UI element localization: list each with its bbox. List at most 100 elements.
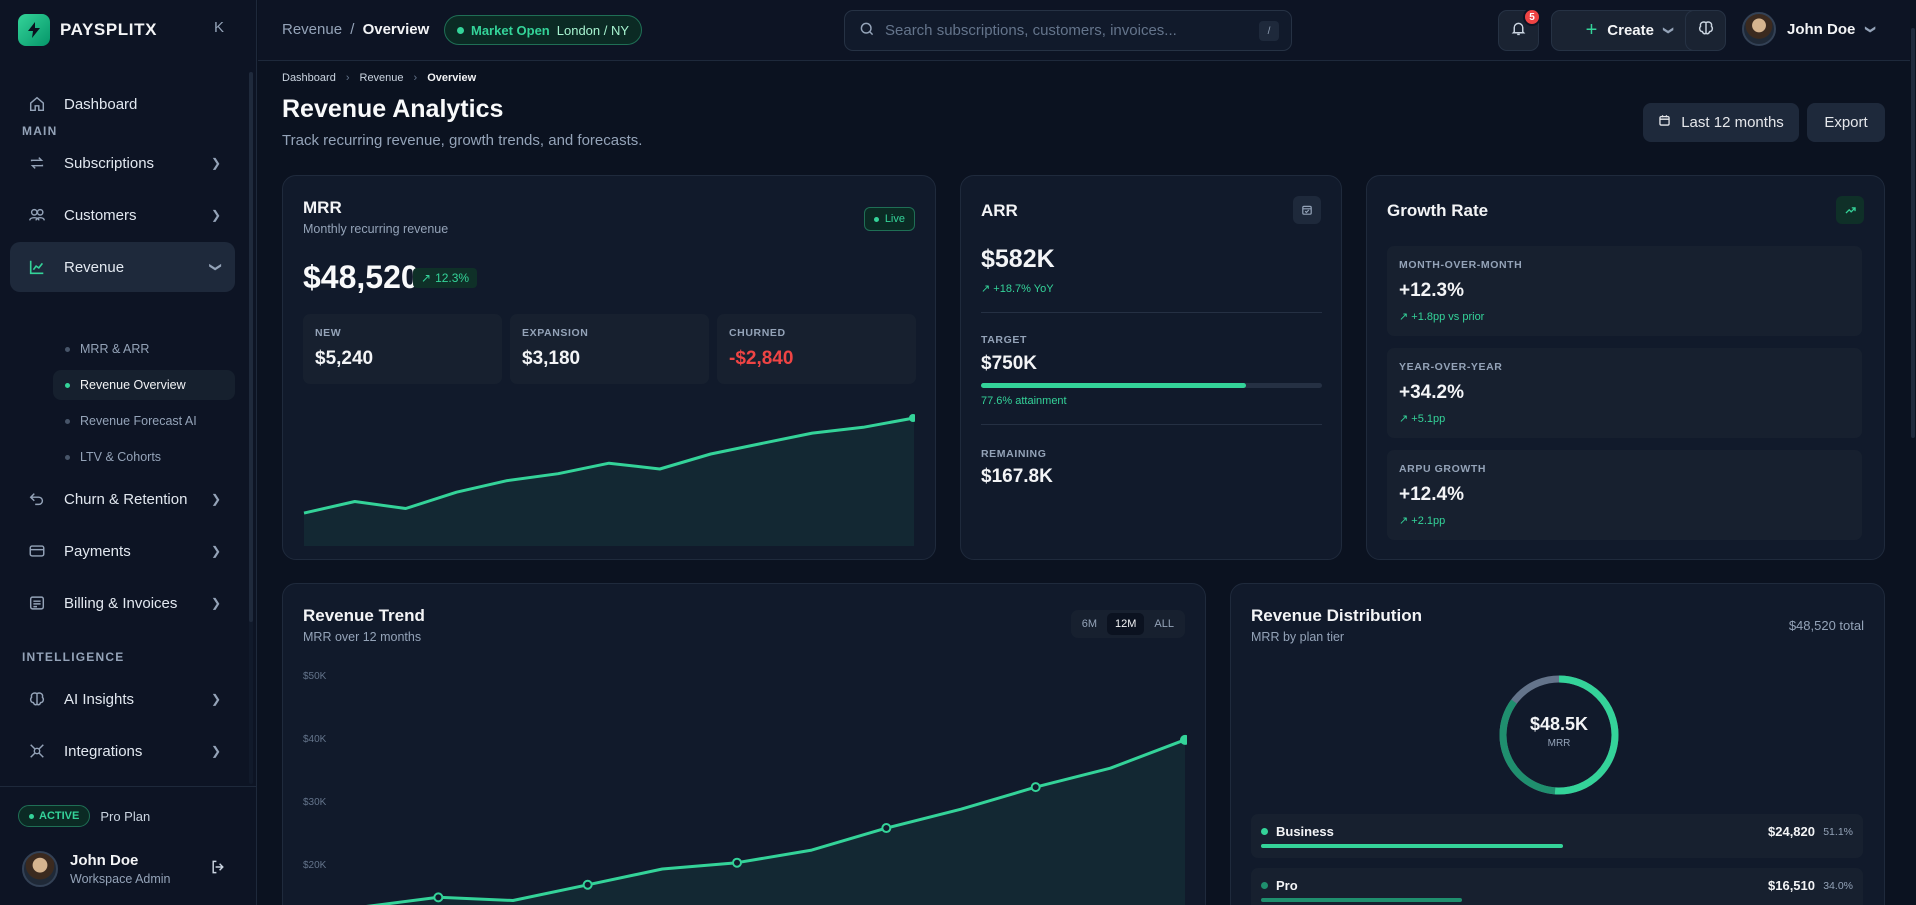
donut-segment — [1499, 675, 1619, 795]
sidebar-item-churn[interactable]: Churn & Retention ❯ — [10, 474, 235, 524]
export-button[interactable]: Export — [1807, 103, 1885, 142]
chevron-right-icon: ❯ — [210, 596, 221, 610]
stat-new: NEW $5,240 — [303, 314, 502, 384]
trend-area — [377, 739, 1185, 905]
search-placeholder: Search subscriptions, customers, invoice… — [885, 22, 1177, 39]
growth-title: Growth Rate — [1387, 201, 1489, 220]
search-icon — [859, 21, 875, 41]
sidebar-item-customers[interactable]: Customers ❯ — [10, 190, 235, 240]
trend-up-icon: ↗ — [981, 283, 994, 295]
remaining-label: REMAINING — [981, 448, 1047, 460]
status-badge-label: ACTIVE — [39, 810, 80, 822]
search-input[interactable]: Search subscriptions, customers, invoice… — [844, 10, 1292, 51]
date-range-button[interactable]: Last 12 months — [1643, 103, 1799, 142]
brain-icon — [1697, 19, 1715, 42]
sidebar-item-subscriptions[interactable]: Subscriptions ❯ — [10, 138, 235, 188]
growth-value: +12.4% — [1399, 484, 1464, 505]
range-6m[interactable]: 6M — [1081, 618, 1098, 630]
sub-label: LTV & Cohorts — [80, 450, 162, 464]
growth-delta: ↗ +1.8pp vs prior — [1399, 311, 1485, 323]
calendar-check-icon[interactable] — [1293, 196, 1321, 224]
sidebar-item-label: Dashboard — [64, 95, 138, 113]
breadcrumb-parent[interactable]: Revenue — [282, 21, 343, 38]
chevron-right-icon: ❯ — [210, 208, 221, 222]
growth-delta-text: +2.1pp — [1411, 515, 1446, 527]
sidebar: PAYSPLITX K Dashboard MAIN Subscriptions… — [0, 0, 257, 905]
sidebar-sub-ltv-cohorts[interactable]: LTV & Cohorts — [53, 442, 235, 472]
page-breadcrumb: Dashboard › Revenue › Overview — [282, 72, 476, 84]
home-icon — [28, 95, 46, 113]
plan-name: Pro Plan — [100, 808, 151, 824]
create-button[interactable]: + Create ❯ — [1551, 10, 1707, 51]
trend-up-icon[interactable] — [1836, 196, 1864, 224]
sidebar-nav: Dashboard MAIN Subscriptions ❯ Customers… — [0, 62, 250, 782]
plan-status: ACTIVE Pro Plan — [18, 805, 150, 827]
breadcrumb-separator: / — [350, 21, 355, 38]
user-menu[interactable]: John Doe ❯ — [1742, 12, 1876, 46]
sidebar-item-label: Customers — [64, 206, 137, 224]
sidebar-item-billing[interactable]: Billing & Invoices ❯ — [10, 578, 235, 628]
mrr-title: MRR — [303, 198, 342, 217]
crumb-revenue[interactable]: Revenue — [359, 72, 404, 84]
trend-point — [732, 857, 742, 868]
tier-business[interactable]: Business $24,820 51.1% — [1251, 814, 1863, 858]
growth-yoy: YEAR-OVER-YEAR +34.2% ↗ +5.1pp — [1387, 348, 1862, 438]
plug-icon — [28, 742, 46, 760]
sidebar-item-label: AI Insights — [64, 690, 135, 708]
tier-amount: $24,820 — [1768, 824, 1815, 839]
notifications-button[interactable]: 5 — [1498, 8, 1541, 51]
arr-card: ARR $582K ↗ +18.7% YoY TARGET $750K 77.6… — [960, 175, 1342, 560]
page-scroll-thumb[interactable] — [1911, 28, 1915, 438]
brand-name: PAYSPLITX — [60, 20, 158, 39]
growth-label: MONTH-OVER-MONTH — [1399, 259, 1523, 271]
market-status-badge: Market Open London / NY — [444, 15, 643, 45]
section-main: MAIN — [22, 124, 58, 138]
range-all[interactable]: ALL — [1154, 618, 1174, 630]
sidebar-item-integrations[interactable]: Integrations ❯ — [10, 726, 235, 776]
sidebar-item-ai-insights[interactable]: AI Insights ❯ — [10, 674, 235, 724]
logout-icon[interactable] — [210, 859, 226, 880]
sidebar-item-payments[interactable]: Payments ❯ — [10, 526, 235, 576]
topbar: Revenue / Overview Market Open London / … — [258, 0, 1916, 61]
stat-value: $3,180 — [522, 348, 581, 369]
tier-dot-icon — [1261, 882, 1268, 889]
crumb-dashboard[interactable]: Dashboard — [282, 72, 336, 84]
sidebar-scroll-thumb[interactable] — [249, 72, 253, 622]
chevron-right-icon: › — [413, 72, 418, 84]
ai-assistant-button[interactable] — [1685, 10, 1726, 51]
sidebar-item-dashboard[interactable]: Dashboard — [10, 79, 235, 129]
tier-name: Business — [1261, 824, 1334, 839]
brand[interactable]: PAYSPLITX — [18, 14, 157, 46]
stat-label: EXPANSION — [522, 327, 589, 339]
chevron-right-icon: ❯ — [210, 744, 221, 758]
sidebar-user[interactable]: John Doe Workspace Admin — [22, 851, 171, 887]
user-role: Workspace Admin — [70, 872, 171, 886]
chevron-down-icon: ❯ — [208, 261, 223, 273]
page-title: Revenue Analytics — [282, 95, 504, 123]
sidebar-sub-mrr-arr[interactable]: MRR & ARR — [53, 334, 235, 364]
distribution-subtitle: MRR by plan tier — [1251, 630, 1345, 644]
sidebar-sub-revenue-overview[interactable]: Revenue Overview — [53, 370, 235, 400]
bell-icon — [1510, 20, 1527, 42]
stat-value: -$2,840 — [729, 348, 794, 369]
tier-dot-icon — [1261, 828, 1268, 835]
sidebar-item-revenue[interactable]: Revenue ❯ — [10, 242, 235, 292]
mrr-sparkline — [303, 414, 915, 546]
repeat-icon — [28, 154, 46, 172]
sub-label: MRR & ARR — [80, 342, 150, 356]
trend-point — [1181, 735, 1187, 744]
growth-value: +12.3% — [1399, 280, 1464, 301]
tier-pro[interactable]: Pro $16,510 34.0% — [1251, 868, 1863, 905]
invoice-icon — [28, 594, 46, 612]
page-scrollbar[interactable] — [1910, 0, 1916, 905]
sidebar-sub-revenue-forecast[interactable]: Revenue Forecast AI — [53, 406, 235, 436]
tier-name-text: Pro — [1276, 878, 1298, 893]
avatar — [22, 851, 58, 887]
date-range-label: Last 12 months — [1681, 114, 1784, 131]
breadcrumb: Revenue / Overview — [282, 21, 429, 38]
live-badge: Live — [863, 207, 915, 231]
collapse-sidebar-icon[interactable]: K — [214, 19, 225, 36]
mrr-change: 12.3% — [435, 271, 470, 285]
range-12m[interactable]: 12M — [1107, 613, 1145, 635]
tier-amount: $16,510 — [1768, 878, 1815, 893]
